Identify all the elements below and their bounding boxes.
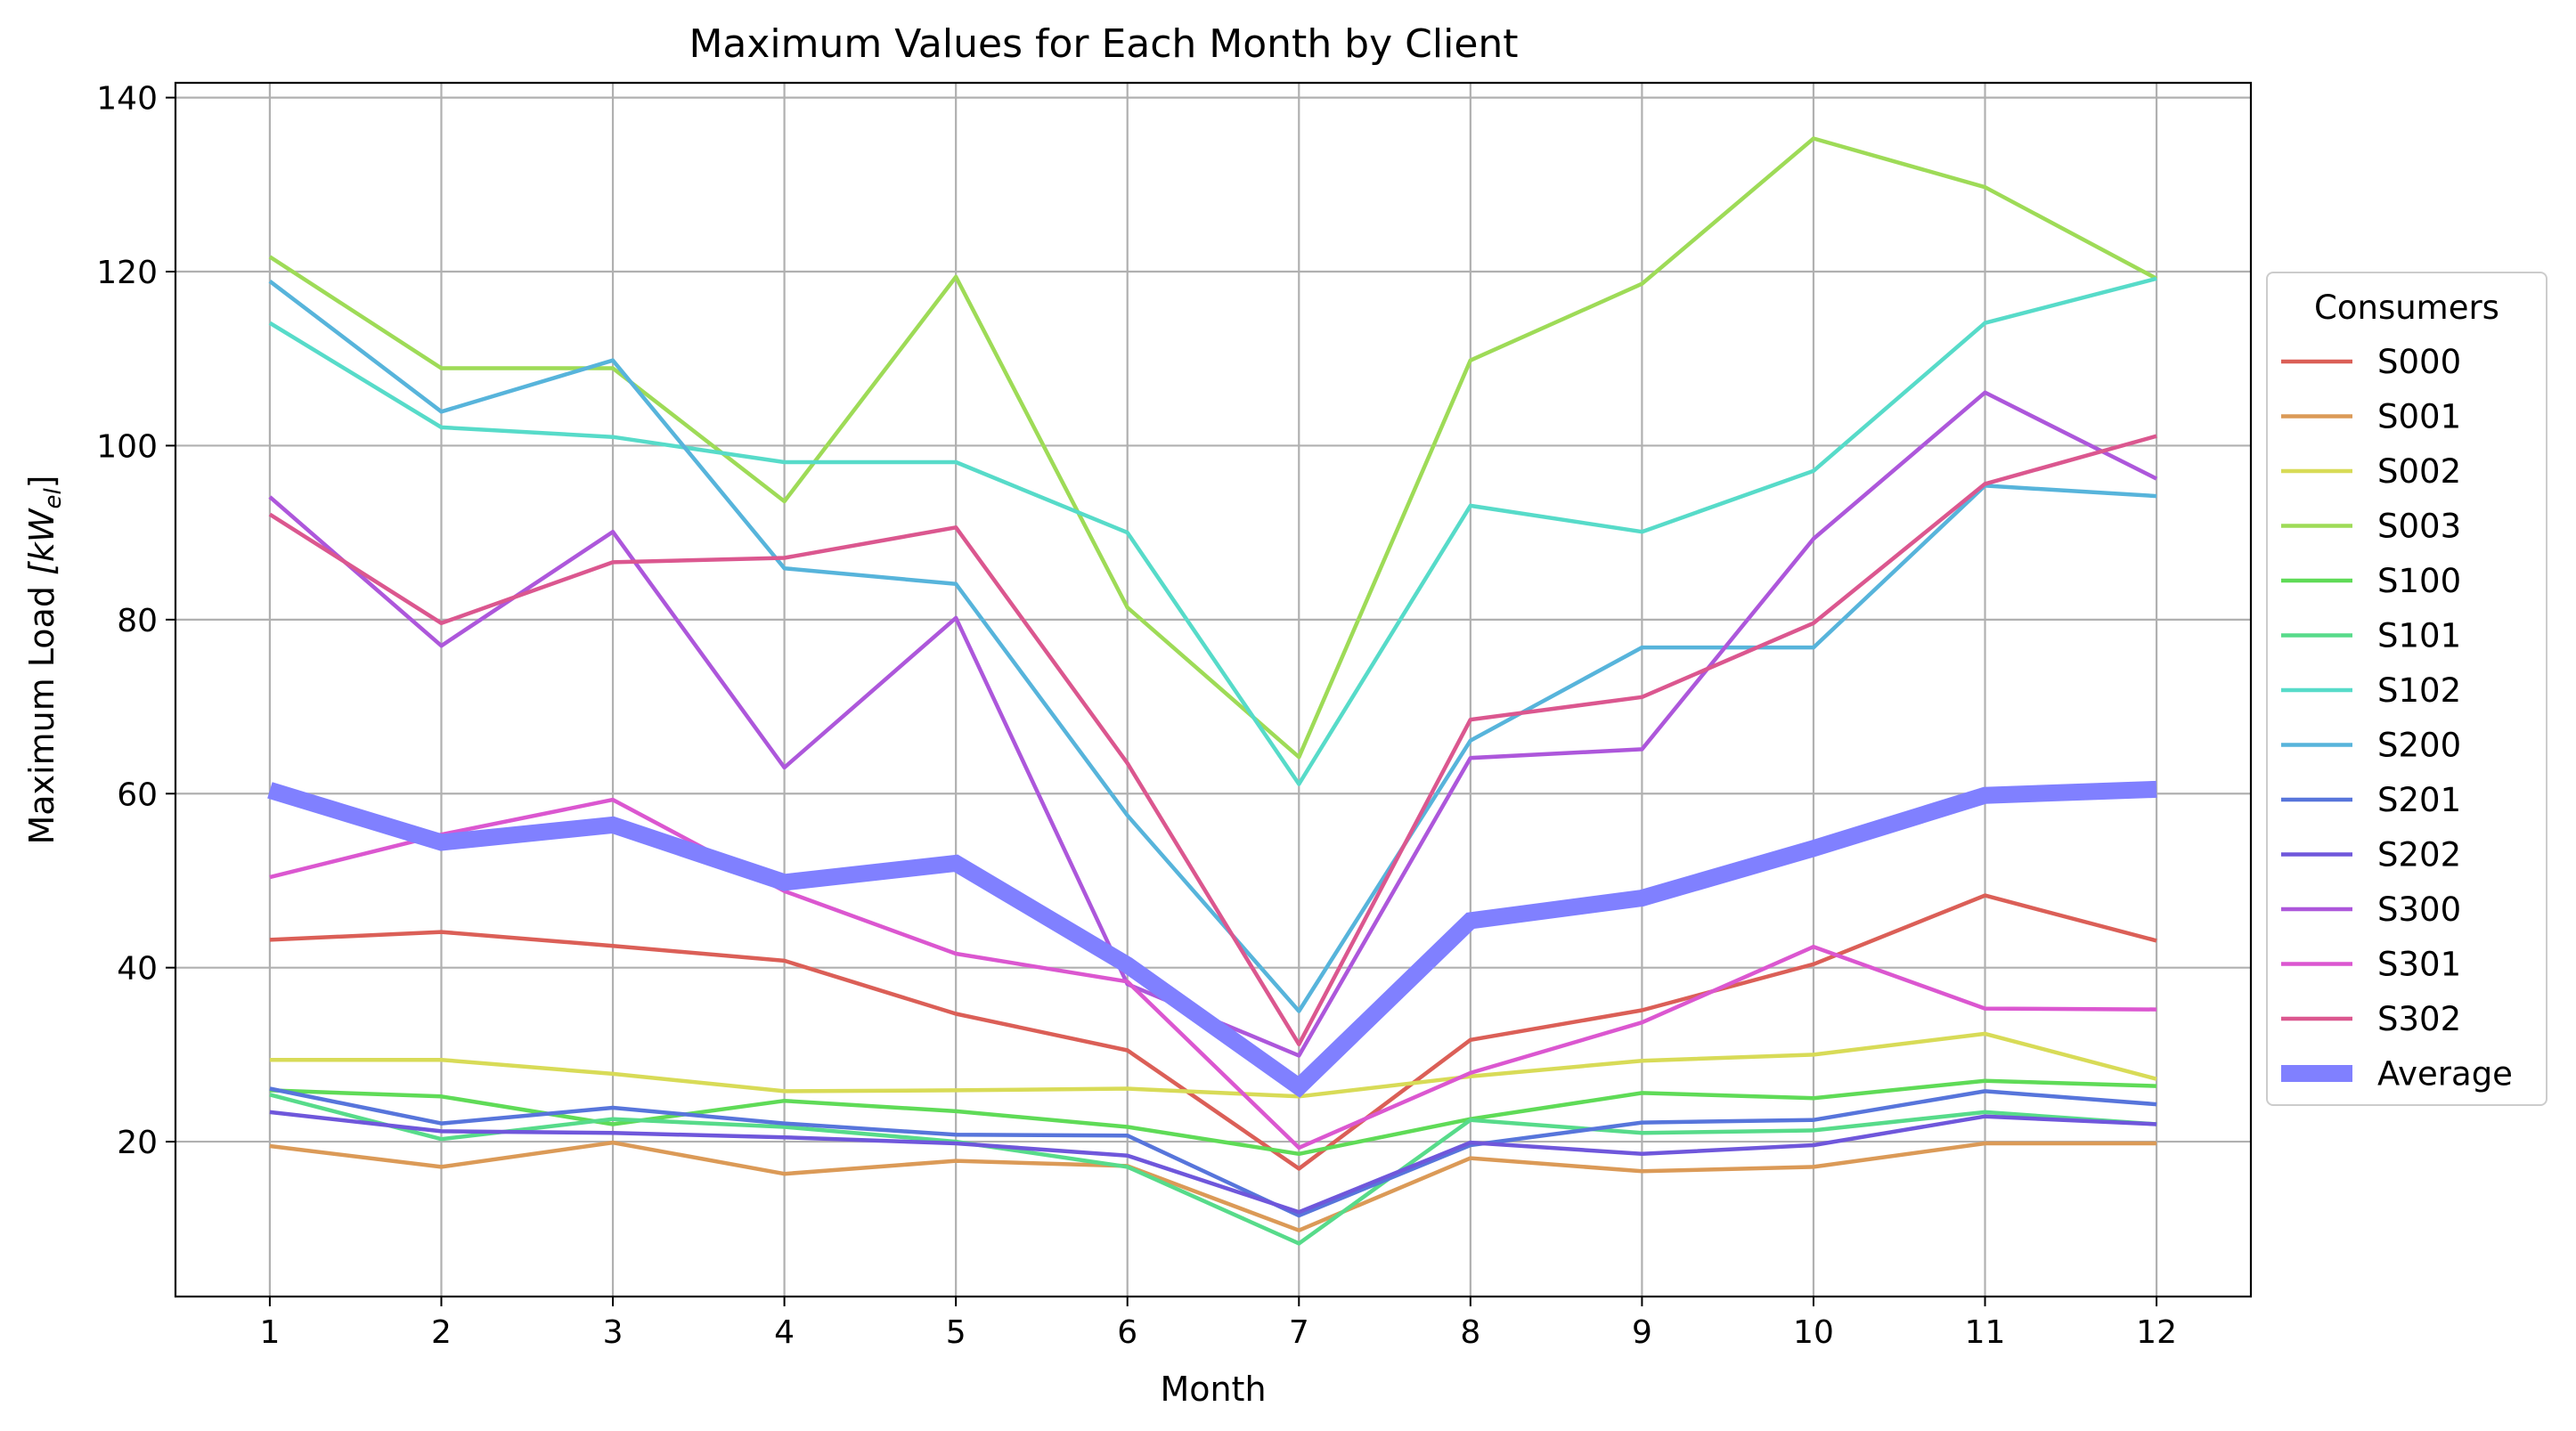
legend-label-s301: S301 [2377, 946, 2461, 984]
series-line-s302 [268, 434, 2157, 1046]
legend-label-s102: S102 [2377, 671, 2461, 710]
y-tick-label: 140 [96, 81, 158, 118]
x-tick-label: 7 [1289, 1314, 1309, 1351]
legend-label-s300: S300 [2377, 890, 2461, 929]
y-tick-label: 60 [117, 776, 158, 813]
series-line-s301 [269, 797, 2157, 1150]
legend-label-s002: S002 [2377, 452, 2461, 491]
x-tick-label: 12 [2136, 1314, 2177, 1351]
x-tick-label: 9 [1632, 1314, 1652, 1351]
legend-label-s001: S001 [2377, 398, 2461, 436]
plot-frame [174, 81, 2253, 1298]
series-line-s001 [269, 1140, 2157, 1232]
x-tick-label: 5 [946, 1314, 966, 1351]
legend-label-s200: S200 [2377, 727, 2461, 765]
legend-label-s100: S100 [2377, 562, 2461, 600]
y-axis-label: Maximum Load [kWel] [22, 475, 67, 844]
series-line-s202 [269, 1110, 2157, 1215]
y-tick-label: 20 [117, 1125, 158, 1161]
x-tick-label: 4 [774, 1314, 795, 1351]
legend-label-s202: S202 [2377, 836, 2461, 874]
y-axis-label-unit-close: ] [22, 475, 61, 488]
chart-title: Maximum Values for Each Month by Client [689, 21, 1518, 67]
series-line-s100 [269, 1078, 2157, 1157]
x-axis: 1 2 3 4 5 6 7 8 9 10 11 12 [259, 1297, 2177, 1351]
series-line-s000 [269, 893, 2157, 1171]
grid [175, 83, 2251, 1297]
legend-label-s003: S003 [2377, 508, 2461, 546]
y-tick-label: 80 [117, 603, 158, 639]
series-line-s002 [269, 1031, 2157, 1099]
legend-label-s101: S101 [2377, 617, 2461, 655]
x-axis-label: Month [1160, 1370, 1266, 1409]
y-tick-label: 40 [117, 951, 158, 988]
series-line-s300 [268, 390, 2158, 1058]
legend-label-s201: S201 [2377, 781, 2461, 819]
x-tick-label: 6 [1117, 1314, 1137, 1351]
series-line-s201 [269, 1086, 2157, 1218]
legend-label-s302: S302 [2377, 1000, 2461, 1038]
x-tick-label: 11 [1965, 1314, 2006, 1351]
x-tick-label: 10 [1793, 1314, 1834, 1351]
legend-box [2266, 272, 2547, 1106]
y-axis-label-unit-sub: el [40, 488, 67, 509]
y-axis-label-unit: [kW [22, 508, 61, 575]
series-layer [267, 136, 2158, 1246]
legend-label-s000: S000 [2377, 343, 2461, 381]
series-line-s003 [268, 136, 2158, 760]
y-tick-label: 100 [96, 428, 158, 465]
x-tick-label: 8 [1460, 1314, 1480, 1351]
legend-title: Consumers [2314, 289, 2499, 327]
legend-label-average: Average [2377, 1055, 2513, 1094]
series-line-s200 [268, 280, 2157, 1013]
series-line-s101 [269, 1093, 2157, 1246]
series-line-s102 [268, 276, 2157, 786]
y-axis-label-text: Maximum Load [22, 586, 61, 844]
y-tick-label: 120 [96, 255, 158, 291]
y-axis: 20 40 60 80 100 120 140 [96, 81, 175, 1161]
x-tick-label: 1 [259, 1314, 280, 1351]
x-tick-label: 3 [603, 1314, 624, 1351]
legend: Consumers S000 S001 S002 S003 S100 S101 S102 S20… [2266, 272, 2547, 1106]
x-tick-label: 2 [431, 1314, 452, 1351]
series-line-average [267, 780, 2157, 1098]
